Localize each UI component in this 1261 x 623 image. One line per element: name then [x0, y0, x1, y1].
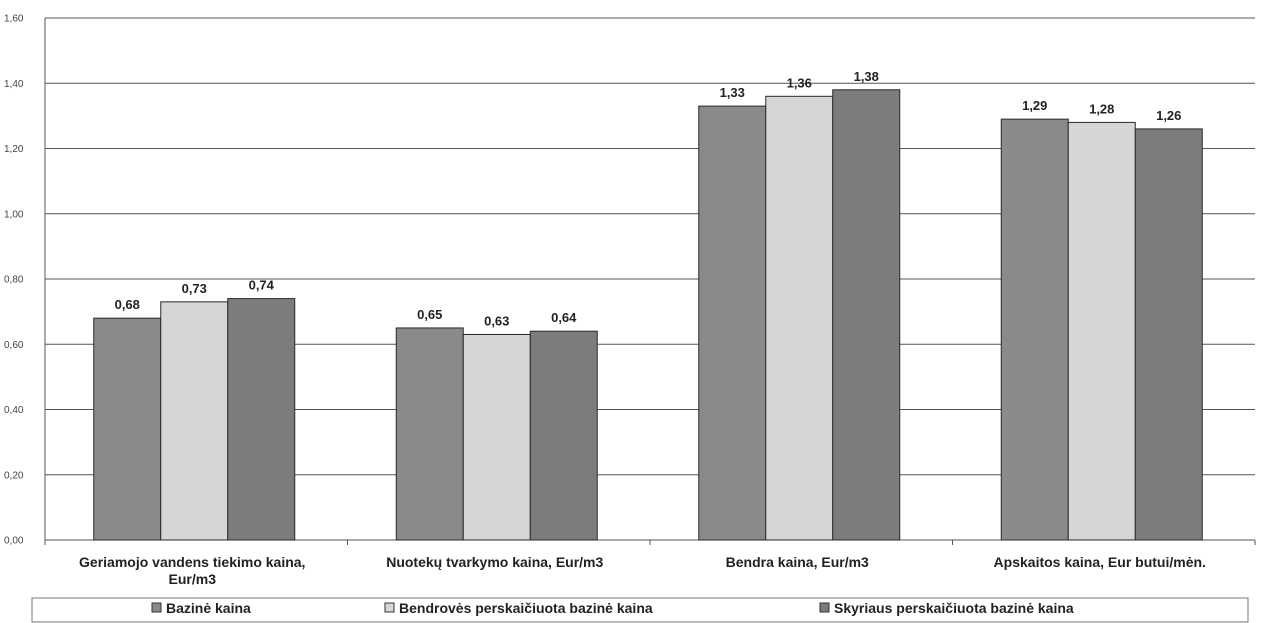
- y-tick-label: 0,80: [4, 275, 24, 286]
- x-category-label: Nuotekų tvarkymo kaina, Eur/m3: [386, 554, 603, 570]
- data-label: 1,33: [720, 85, 745, 100]
- y-tick-label: 1,60: [4, 14, 24, 25]
- bar: [93, 317, 162, 541]
- legend-swatch: [151, 602, 162, 613]
- legend-label: Bendrovės perskaičiuota bazinė kaina: [399, 600, 653, 616]
- bar: [1000, 118, 1069, 541]
- bar: [1134, 128, 1203, 541]
- bar: [698, 105, 767, 541]
- bars: [93, 89, 1203, 541]
- bar: [1067, 121, 1136, 541]
- data-label: 1,38: [854, 69, 879, 84]
- x-category-label: Eur/m3: [169, 571, 217, 587]
- y-tick-label: 0,00: [4, 536, 24, 547]
- bar: [462, 333, 531, 541]
- y-tick-label: 0,60: [4, 340, 24, 351]
- data-label: 1,29: [1022, 98, 1047, 113]
- data-label: 0,68: [115, 297, 140, 312]
- y-tick-label: 1,40: [4, 79, 24, 90]
- x-category-label: Bendra kaina, Eur/m3: [726, 554, 869, 570]
- legend-box: [31, 597, 1249, 623]
- data-label: 0,73: [182, 281, 207, 296]
- bar: [832, 89, 901, 541]
- bar: [160, 301, 229, 541]
- x-category-label: Geriamojo vandens tiekimo kaina,: [79, 554, 305, 570]
- y-tick-label: 0,20: [4, 470, 24, 481]
- bar: [395, 327, 464, 541]
- legend-swatch: [819, 602, 830, 613]
- bar: [529, 330, 598, 541]
- x-axis-category-labels: Geriamojo vandens tiekimo kaina,Eur/m3 Nu…: [79, 554, 1206, 587]
- legend-label: Skyriaus perskaičiuota bazinė kaina: [834, 600, 1074, 616]
- data-label: 0,65: [417, 307, 442, 322]
- y-tick-label: 1,20: [4, 144, 24, 155]
- y-tick-label: 1,00: [4, 209, 24, 220]
- data-label: 0,63: [484, 313, 509, 328]
- data-labels: 0,68 0,73 0,74 0,65 0,63 0,64 1,33 1,36 1,38 1,29…: [115, 69, 1182, 329]
- bar: [227, 298, 296, 541]
- data-label: 1,26: [1156, 108, 1181, 123]
- legend-label: Bazinė kaina: [166, 600, 251, 616]
- bar: [765, 95, 834, 541]
- data-label: 1,36: [787, 75, 812, 90]
- data-label: 1,28: [1089, 101, 1114, 116]
- data-label: 0,64: [551, 310, 577, 325]
- y-tick-label: 0,40: [4, 405, 24, 416]
- data-label: 0,74: [249, 278, 275, 293]
- x-category-label: Apskaitos kaina, Eur butui/mėn.: [994, 554, 1206, 570]
- legend-swatch: [384, 602, 395, 613]
- legend: Bazinė kaina Bendrovės perskaičiuota bazi…: [31, 597, 1249, 623]
